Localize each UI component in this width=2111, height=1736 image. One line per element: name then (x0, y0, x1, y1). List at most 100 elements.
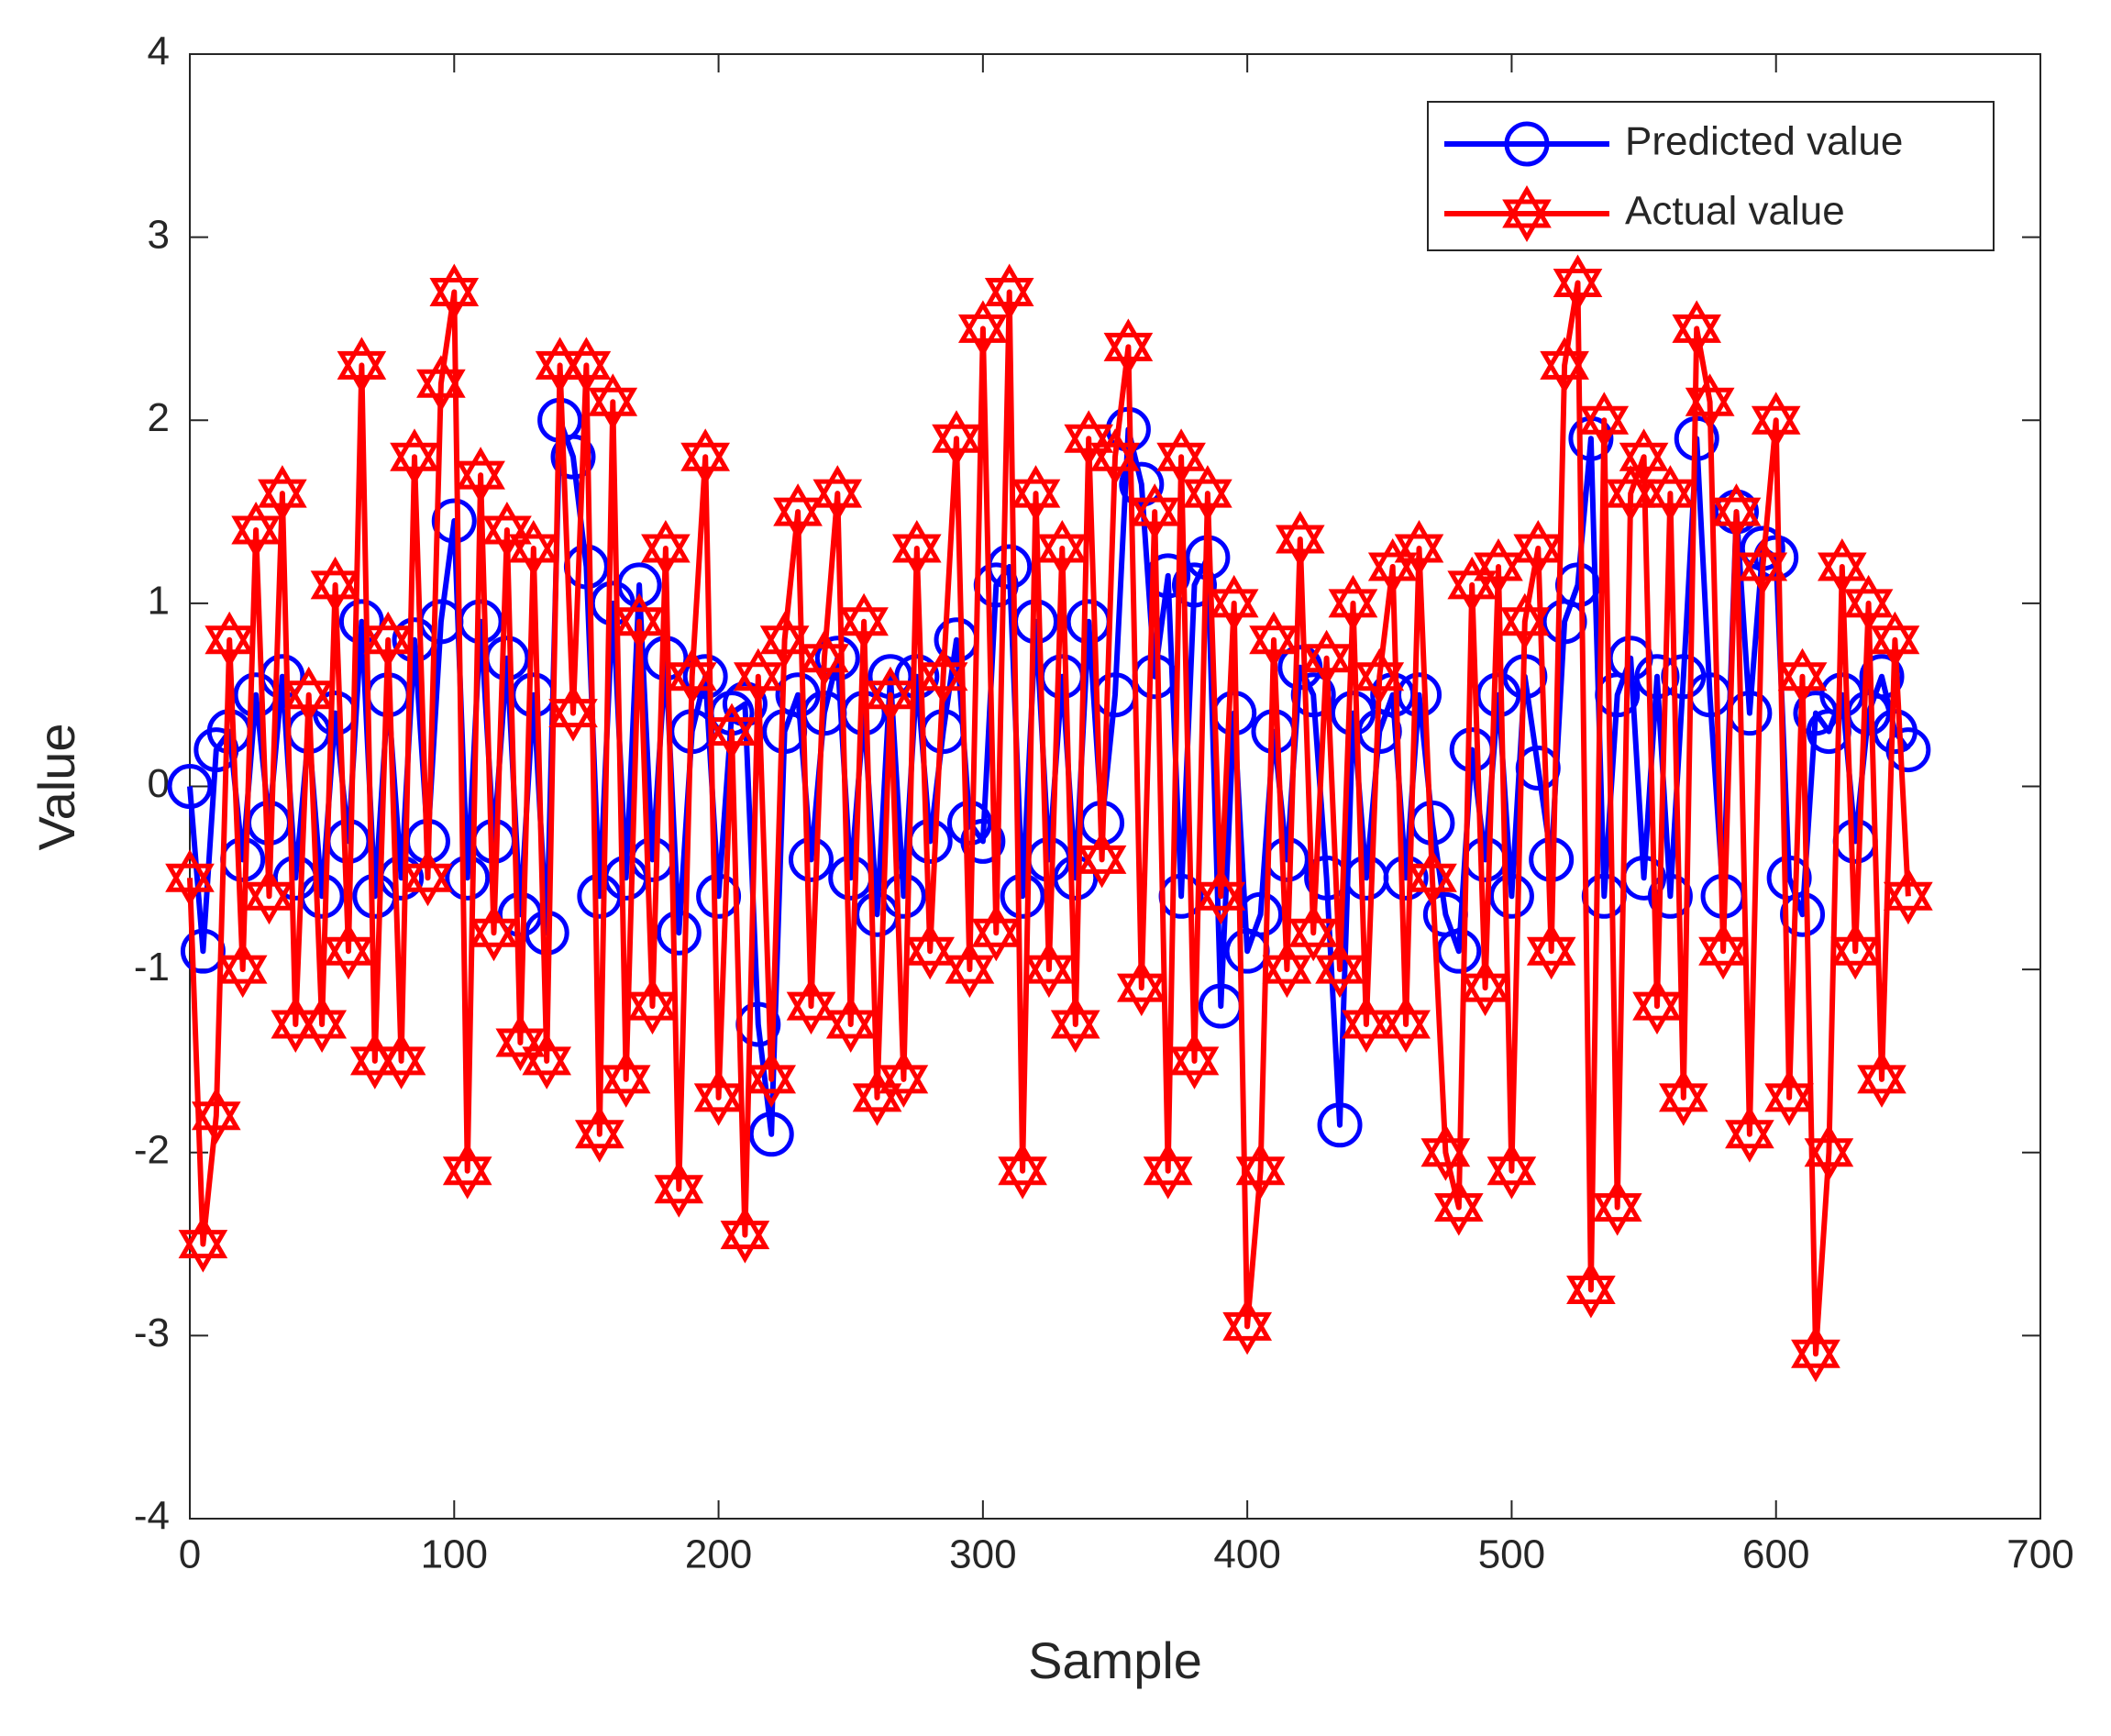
marker (1645, 465, 1696, 523)
marker (416, 355, 466, 413)
y-tick-label: 2 (148, 395, 170, 440)
marker (720, 1206, 770, 1264)
marker (1156, 428, 1206, 486)
marker (1804, 1123, 1854, 1181)
marker (1513, 520, 1564, 577)
marker (1791, 1325, 1840, 1383)
legend-label: Predicted value (1625, 119, 1903, 164)
marker (1222, 1298, 1273, 1355)
marker (1383, 855, 1429, 901)
marker (918, 647, 968, 705)
marker (680, 428, 731, 486)
marker (338, 599, 384, 645)
y-tick-label: -3 (134, 1310, 170, 1355)
marker (1130, 483, 1180, 541)
marker (217, 941, 268, 999)
marker (508, 519, 558, 578)
marker (722, 681, 768, 727)
marker (337, 337, 387, 394)
marker (1381, 995, 1431, 1054)
marker (1145, 553, 1191, 599)
marker (1433, 1178, 1484, 1236)
marker (1487, 1142, 1537, 1200)
legend: Predicted value Actual value (1427, 101, 1995, 251)
y-tick-label: 3 (148, 212, 170, 257)
marker (1342, 995, 1391, 1054)
marker (800, 629, 849, 687)
marker (1764, 1068, 1814, 1126)
marker (748, 1111, 794, 1157)
marker (1209, 574, 1259, 632)
marker (1315, 941, 1365, 999)
y-tick-label: 1 (148, 579, 170, 624)
marker (1183, 465, 1232, 523)
x-tick-label: 200 (685, 1532, 752, 1577)
marker (773, 483, 823, 541)
marker (1235, 1142, 1286, 1200)
marker (879, 1050, 929, 1108)
marker (759, 611, 810, 669)
marker (1738, 537, 1788, 596)
y-tick-label: 0 (148, 761, 170, 806)
marker (1011, 465, 1061, 523)
x-tick-label: 700 (2006, 1532, 2073, 1577)
marker (641, 519, 691, 578)
marker (1658, 1068, 1708, 1126)
marker (1751, 392, 1801, 449)
marker (1502, 184, 1552, 243)
marker (945, 941, 995, 999)
marker (1883, 868, 1933, 925)
marker (707, 702, 757, 760)
marker (548, 684, 598, 742)
marker (1301, 629, 1352, 687)
marker (1780, 891, 1826, 937)
marker (1328, 574, 1378, 632)
marker (1420, 1123, 1471, 1181)
marker (1196, 868, 1246, 925)
legend-label: Actual value (1625, 189, 1845, 234)
marker (1579, 392, 1630, 449)
marker (1672, 300, 1722, 358)
marker (1119, 461, 1165, 507)
marker (561, 337, 612, 394)
marker (1249, 611, 1299, 669)
marker (1077, 831, 1127, 889)
marker (1504, 121, 1550, 167)
marker (1354, 647, 1405, 705)
marker (1859, 654, 1905, 700)
marker (1885, 727, 1931, 773)
marker (614, 592, 664, 650)
marker (1711, 483, 1762, 541)
marker (1116, 959, 1166, 1017)
marker (1606, 465, 1656, 523)
marker (1474, 537, 1523, 596)
marker (165, 849, 215, 907)
marker (1394, 519, 1444, 578)
marker (693, 1068, 744, 1126)
marker (1592, 1178, 1642, 1236)
marker (297, 996, 348, 1053)
marker (231, 501, 281, 559)
marker (601, 1050, 651, 1108)
marker (522, 1032, 572, 1089)
marker (866, 666, 915, 724)
marker (682, 654, 728, 700)
marker (442, 1142, 492, 1200)
marker (1515, 746, 1561, 791)
marker (1103, 318, 1154, 376)
marker (445, 855, 491, 901)
marker (891, 519, 942, 578)
x-tick-label: 600 (1742, 1532, 1809, 1577)
marker (550, 434, 596, 480)
marker (667, 647, 717, 705)
marker (191, 1087, 241, 1144)
marker (627, 978, 678, 1035)
x-tick-label: 100 (421, 1532, 488, 1577)
marker (1024, 941, 1074, 999)
y-tick-label: -4 (134, 1494, 170, 1539)
marker (1685, 373, 1735, 431)
x-tick-label: 300 (949, 1532, 1016, 1577)
marker (1053, 855, 1099, 901)
marker (825, 995, 876, 1054)
marker (588, 373, 638, 431)
